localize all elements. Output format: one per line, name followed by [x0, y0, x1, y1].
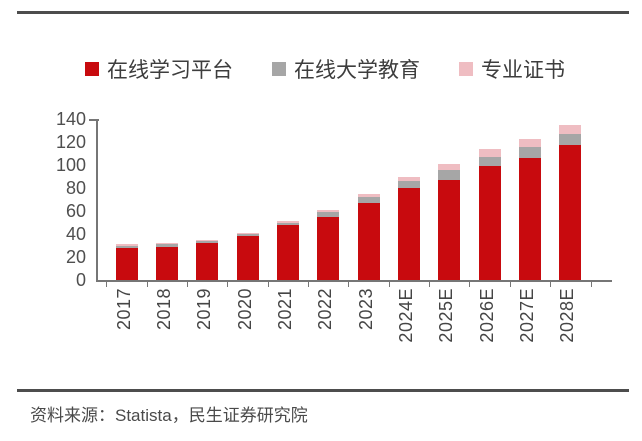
legend-swatch-icon	[459, 62, 473, 76]
bar-segment-专业证书	[115, 244, 138, 246]
bar-segment-在线大学教育	[519, 146, 541, 159]
bar-2025E	[438, 163, 461, 280]
bar-segment-在线大学教育	[196, 240, 219, 244]
bar-segment-在线学习平台	[276, 224, 299, 280]
bar-segment-在线大学教育	[478, 156, 501, 167]
bar-2022	[317, 209, 340, 280]
legend-item: 专业证书	[459, 54, 565, 84]
bar-2026E	[478, 148, 501, 280]
bar-segment-专业证书	[155, 243, 178, 245]
y-tick-label: 120	[55, 132, 86, 152]
top-divider	[17, 11, 629, 14]
bar-segment-专业证书	[559, 124, 582, 134]
bar-segment-在线学习平台	[519, 158, 541, 280]
x-axis-tick	[308, 282, 310, 287]
x-axis-tick	[187, 282, 189, 287]
x-axis-tick	[429, 282, 431, 287]
y-tick-label: 80	[65, 178, 86, 198]
x-axis-tick	[388, 282, 390, 287]
bar-segment-在线学习平台	[357, 202, 380, 280]
legend-item: 在线学习平台	[85, 54, 233, 84]
bar-2028E	[559, 124, 582, 280]
legend-label: 在线学习平台	[107, 59, 233, 82]
x-axis-tick	[146, 282, 148, 287]
bar-segment-专业证书	[397, 176, 420, 182]
bar-segment-专业证书	[519, 138, 541, 147]
x-tick-label: 2019	[194, 288, 215, 331]
bottom-divider	[17, 389, 629, 392]
bar-2021	[276, 221, 299, 280]
bar-segment-在线大学教育	[397, 181, 420, 188]
bar-2024E	[397, 176, 420, 280]
legend-item: 在线大学教育	[272, 54, 420, 84]
bar-segment-在线学习平台	[559, 145, 582, 280]
bar-segment-专业证书	[357, 193, 380, 198]
x-axis-tick	[348, 282, 350, 287]
x-tick-label: 2026E	[476, 288, 497, 343]
y-tick-label: 100	[55, 155, 86, 175]
x-axis-tick	[267, 282, 269, 287]
bar-segment-专业证书	[478, 148, 501, 157]
bar-segment-在线学习平台	[196, 243, 219, 280]
x-tick-label: 2027E	[517, 288, 537, 343]
bar-2019	[196, 239, 219, 280]
bar-segment-在线大学教育	[276, 222, 299, 225]
bar-segment-在线大学教育	[317, 212, 340, 217]
bar-segment-在线学习平台	[236, 236, 259, 280]
bar-segment-专业证书	[196, 239, 219, 241]
bar-2023	[357, 193, 380, 280]
y-axis-top-tick	[89, 119, 99, 121]
x-tick-label: 2025E	[436, 288, 457, 343]
x-tick-label: 2024E	[395, 288, 416, 343]
bar-segment-专业证书	[438, 163, 461, 170]
legend-swatch-icon	[272, 62, 286, 76]
plot-area	[89, 119, 612, 287]
y-tick-label: 20	[65, 247, 86, 267]
bar-segment-专业证书	[276, 221, 299, 223]
y-tick-label: 0	[75, 270, 86, 290]
source-note: 资料来源：Statista，民生证券研究院	[30, 406, 308, 425]
bar-2018	[155, 243, 178, 280]
x-axis-tick	[590, 282, 592, 287]
bar-segment-在线学习平台	[155, 246, 178, 280]
bar-segment-在线学习平台	[478, 166, 501, 280]
x-tick-label: 2021	[274, 288, 295, 331]
bar-2020	[236, 232, 259, 280]
y-tick-label: 40	[65, 224, 86, 244]
x-axis-tick	[550, 282, 552, 287]
bar-segment-在线大学教育	[357, 197, 380, 203]
bar-2027E	[519, 138, 541, 280]
legend-label: 在线大学教育	[294, 59, 420, 82]
bar-segment-在线学习平台	[115, 247, 138, 280]
x-tick-label: 2017	[113, 288, 134, 331]
legend-swatch-icon	[85, 62, 99, 76]
bar-segment-在线大学教育	[155, 244, 178, 247]
y-tick-label: 140	[55, 109, 86, 129]
bar-segment-在线大学教育	[236, 234, 259, 237]
x-tick-label: 2022	[315, 288, 336, 331]
x-tick-label: 2020	[234, 288, 255, 331]
chart-legend: 在线学习平台 在线大学教育 专业证书	[85, 54, 565, 84]
bar-segment-专业证书	[317, 209, 340, 213]
bar-segment-在线学习平台	[317, 216, 340, 280]
bar-segment-在线大学教育	[438, 169, 461, 180]
x-axis-tick	[469, 282, 471, 287]
x-axis-tick	[509, 282, 511, 287]
legend-label: 专业证书	[481, 59, 565, 82]
bar-segment-在线大学教育	[115, 245, 138, 248]
x-tick-label: 2023	[355, 288, 376, 331]
x-tick-label: 2028E	[557, 288, 578, 343]
bar-segment-在线学习平台	[438, 179, 461, 280]
bar-segment-专业证书	[236, 232, 259, 234]
bar-segment-在线大学教育	[559, 133, 582, 146]
x-axis-tick	[106, 282, 108, 287]
bar-2017	[115, 244, 138, 280]
x-tick-label: 2018	[153, 288, 174, 331]
y-tick-label: 60	[65, 201, 86, 221]
x-axis-tick	[227, 282, 229, 287]
bar-segment-在线学习平台	[397, 188, 420, 280]
